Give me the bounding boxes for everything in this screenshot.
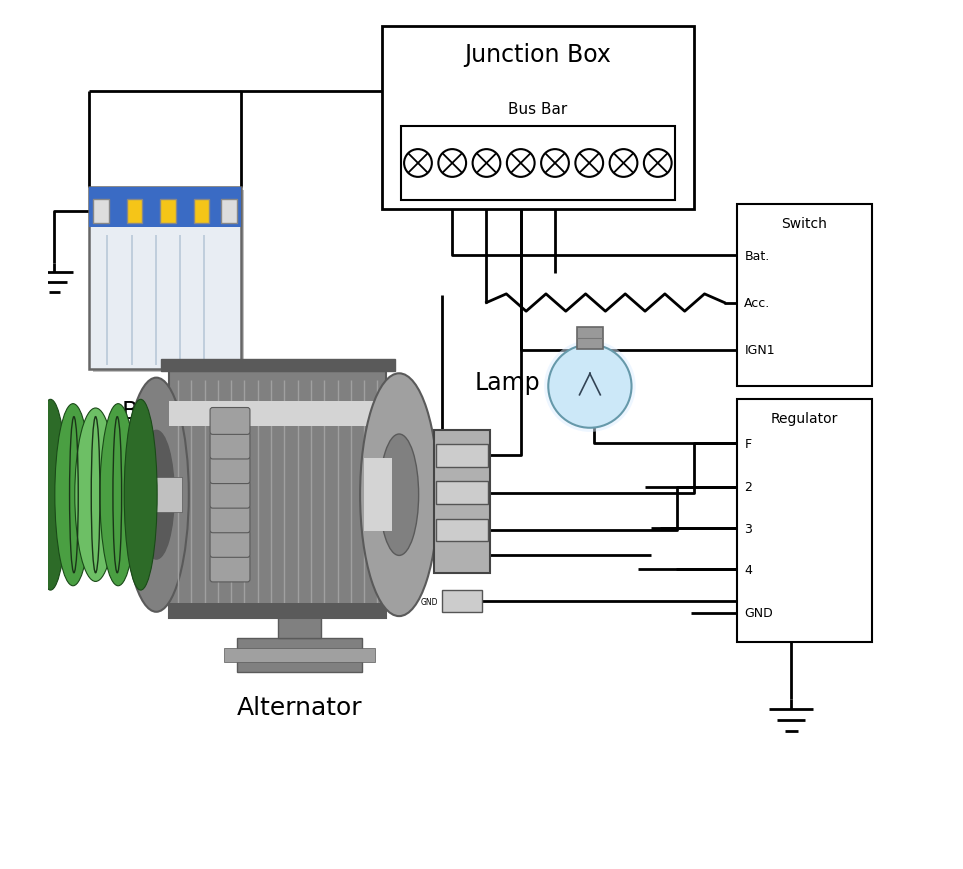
FancyBboxPatch shape xyxy=(194,200,209,223)
Circle shape xyxy=(473,150,501,177)
FancyBboxPatch shape xyxy=(169,372,386,619)
Text: F: F xyxy=(425,488,429,498)
FancyBboxPatch shape xyxy=(738,205,872,387)
FancyBboxPatch shape xyxy=(90,188,241,369)
FancyBboxPatch shape xyxy=(401,127,675,201)
Ellipse shape xyxy=(139,431,174,560)
Ellipse shape xyxy=(100,404,137,586)
Text: Acc.: Acc. xyxy=(744,296,770,309)
Text: BATTERY: BATTERY xyxy=(397,451,429,461)
Circle shape xyxy=(644,150,671,177)
FancyBboxPatch shape xyxy=(127,200,143,223)
FancyBboxPatch shape xyxy=(143,478,182,513)
FancyBboxPatch shape xyxy=(237,638,362,673)
Text: Alternator: Alternator xyxy=(237,695,362,720)
FancyBboxPatch shape xyxy=(90,188,241,228)
FancyBboxPatch shape xyxy=(161,360,395,372)
FancyBboxPatch shape xyxy=(442,590,482,612)
Text: GND: GND xyxy=(421,597,438,607)
FancyBboxPatch shape xyxy=(435,519,488,541)
Text: Battery: Battery xyxy=(121,399,209,423)
Text: Junction Box: Junction Box xyxy=(464,43,612,67)
Text: 2: 2 xyxy=(744,481,752,494)
FancyBboxPatch shape xyxy=(210,457,250,484)
Circle shape xyxy=(438,150,466,177)
FancyBboxPatch shape xyxy=(221,200,237,223)
Ellipse shape xyxy=(379,434,419,556)
FancyBboxPatch shape xyxy=(277,616,321,638)
Ellipse shape xyxy=(75,408,117,581)
FancyBboxPatch shape xyxy=(160,200,176,223)
Text: R: R xyxy=(424,526,429,534)
Text: Bus Bar: Bus Bar xyxy=(508,103,567,117)
Text: F: F xyxy=(744,437,751,450)
Ellipse shape xyxy=(34,400,67,590)
Circle shape xyxy=(541,150,569,177)
FancyBboxPatch shape xyxy=(433,430,490,573)
FancyBboxPatch shape xyxy=(210,433,250,460)
Text: Bat.: Bat. xyxy=(744,249,769,262)
FancyBboxPatch shape xyxy=(577,328,603,349)
FancyBboxPatch shape xyxy=(738,400,872,642)
Circle shape xyxy=(544,341,636,433)
Circle shape xyxy=(507,150,534,177)
FancyBboxPatch shape xyxy=(210,481,250,508)
FancyBboxPatch shape xyxy=(93,200,109,223)
FancyBboxPatch shape xyxy=(169,401,386,426)
FancyBboxPatch shape xyxy=(169,604,386,619)
Ellipse shape xyxy=(360,374,438,616)
FancyBboxPatch shape xyxy=(92,191,245,373)
Text: Regulator: Regulator xyxy=(770,412,838,426)
Text: IGN1: IGN1 xyxy=(744,344,775,357)
FancyBboxPatch shape xyxy=(223,648,376,662)
Circle shape xyxy=(575,150,603,177)
FancyBboxPatch shape xyxy=(381,28,694,209)
FancyBboxPatch shape xyxy=(210,408,250,434)
FancyBboxPatch shape xyxy=(210,555,250,582)
FancyBboxPatch shape xyxy=(210,507,250,533)
FancyBboxPatch shape xyxy=(364,459,392,532)
Text: 3: 3 xyxy=(744,522,752,535)
Text: GND: GND xyxy=(744,607,773,620)
FancyBboxPatch shape xyxy=(435,481,488,504)
FancyBboxPatch shape xyxy=(435,445,488,468)
Circle shape xyxy=(548,345,632,428)
Text: Switch: Switch xyxy=(782,217,827,231)
Ellipse shape xyxy=(55,404,91,586)
Circle shape xyxy=(404,150,431,177)
Ellipse shape xyxy=(124,378,189,612)
Ellipse shape xyxy=(124,400,157,590)
Circle shape xyxy=(610,150,638,177)
Text: 4: 4 xyxy=(744,563,752,576)
FancyBboxPatch shape xyxy=(210,531,250,558)
Text: Lamp: Lamp xyxy=(475,370,540,395)
